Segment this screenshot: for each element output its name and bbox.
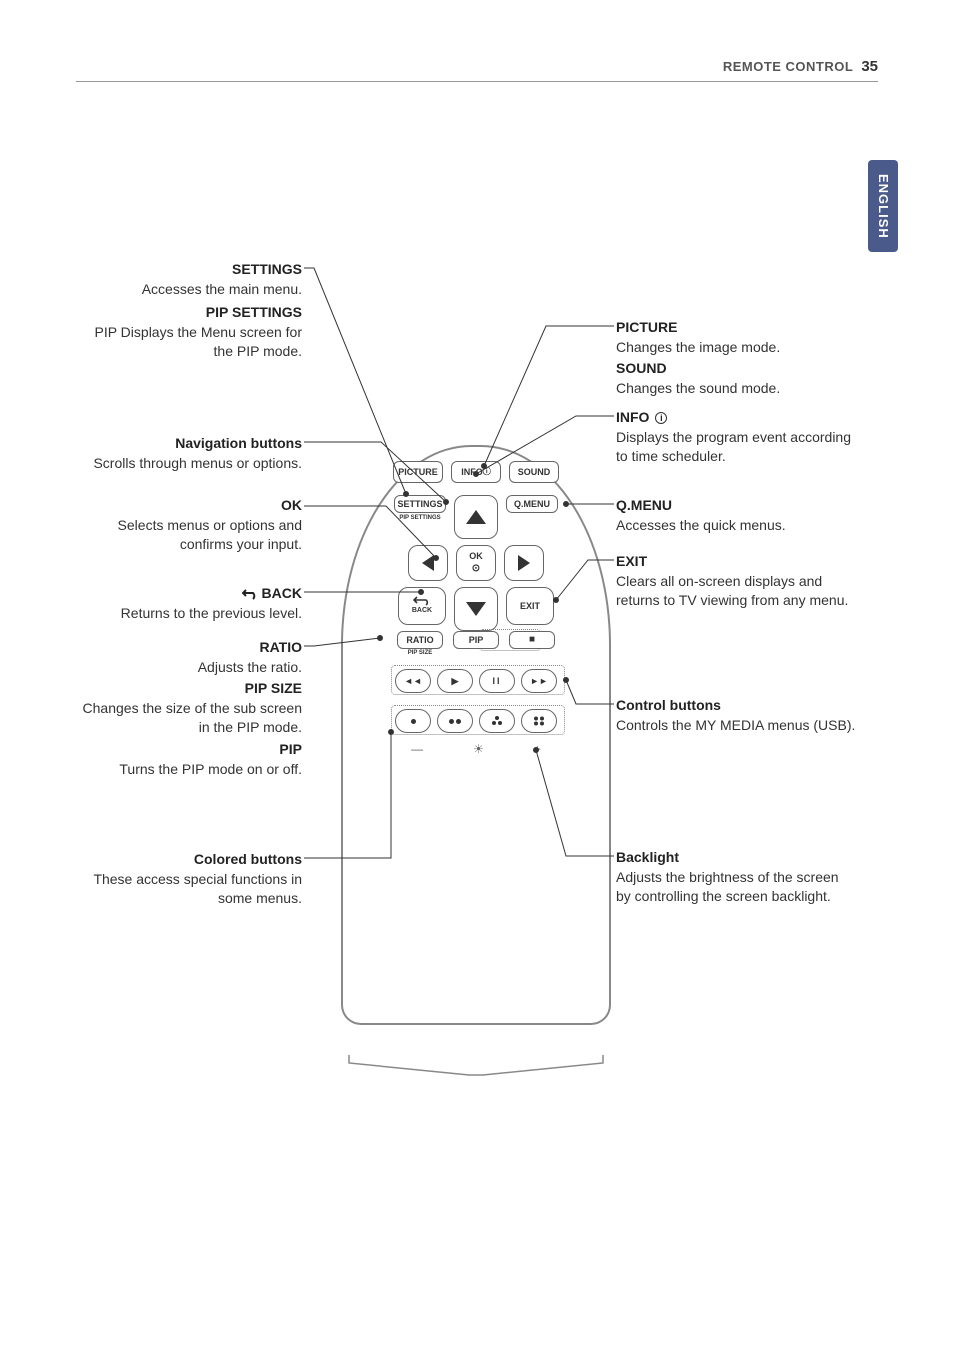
backlight-indicators: — ☀ + [343,741,609,758]
blue-button [521,709,557,733]
ratio-desc: Adjusts the ratio. [76,658,302,678]
exit-label: EXIT [616,552,856,572]
arrow-right-icon [518,555,530,571]
pip-size-label: PIP SIZE [76,679,302,699]
arrow-left-icon [422,555,434,571]
back-desc: Returns to the previous level. [76,604,302,624]
remote-row-3: OK ⊙ [343,545,609,581]
back-arrow-icon [242,588,258,600]
pip-desc: Turns the PIP mode on or off. [76,760,302,780]
yellow-button [479,709,515,733]
arrow-down-icon [466,602,486,616]
red-button [395,709,431,733]
language-tab: ENGLISH [868,160,898,252]
remote-row-7 [343,709,609,733]
header-section: REMOTE CONTROL [723,58,854,76]
stop-button: ■ [509,631,555,649]
sound-desc: Changes the sound mode. [616,379,856,399]
ok-label: OK [76,496,302,516]
ratio-label: RATIO [76,638,302,658]
back-button: BACK [398,587,446,625]
control-label: Control buttons [616,696,856,716]
remote-row-5: RATIO PIP SIZE PIP ■ [343,631,609,657]
four-dots-icon [533,716,545,726]
nav-desc: Scrolls through menus or options. [76,454,302,474]
remote-body: PICTURE INFOⓘ SOUND SETTINGS PIP SETTING… [341,445,611,1025]
green-button [437,709,473,733]
remote-row-2: SETTINGS PIP SETTINGS Q.MENU [343,495,609,539]
info-label: INFO i [616,408,856,428]
nav-right-button [504,545,544,581]
backlight-label: Backlight [616,848,856,868]
pip-label: PIP [76,740,302,760]
brightness-icon: ☀ [473,741,484,758]
settings-label: SETTINGS [76,260,302,280]
page: REMOTE CONTROL 35 ENGLISH SETTINGS Acces… [0,0,954,1348]
nav-down-button [454,587,498,631]
pip-settings-sublabel: PIP SETTINGS [399,514,440,522]
forward-button: ►► [521,669,557,693]
nav-label: Navigation buttons [76,434,302,454]
info-button: INFOⓘ [451,461,501,483]
pip-button: PIP [453,631,499,649]
colored-desc: These access special functions in some m… [76,870,302,909]
plus-icon: + [534,741,541,758]
colored-label: Colored buttons [76,850,302,870]
picture-desc: Changes the image mode. [616,338,856,358]
pip-size-desc: Changes the size of the sub screen in th… [76,699,302,738]
nav-left-button [408,545,448,581]
control-desc: Controls the MY MEDIA menus (USB). [616,716,856,736]
arrow-up-icon [466,510,486,524]
ok-button: OK ⊙ [456,545,496,581]
remote-bottom-edge [341,1055,611,1095]
info-desc: Displays the program event according to … [616,428,856,467]
picture-label: PICTURE [616,318,856,338]
backlight-desc: Adjusts the brightness of the screen by … [616,868,856,907]
qmenu-desc: Accesses the quick menus. [616,516,856,536]
sound-button: SOUND [509,461,559,483]
play-button: ▶ [437,669,473,693]
sound-label: SOUND [616,359,856,379]
info-icon: i [655,412,667,424]
exit-button: EXIT [506,587,554,625]
pip-settings-desc: PIP Displays the Menu screen for the PIP… [76,323,302,362]
picture-button: PICTURE [393,461,443,483]
ok-desc: Selects menus or options and confirms yo… [76,516,302,555]
back-label: BACK [76,584,302,604]
qmenu-label: Q.MENU [616,496,856,516]
rewind-button: ◄◄ [395,669,431,693]
minus-icon: — [411,741,423,758]
remote-row-4: BACK EXIT [343,587,609,631]
settings-desc: Accesses the main menu. [76,280,302,300]
settings-button: SETTINGS [394,495,446,513]
remote-row-6: ◄◄ ▶ II ►► [343,669,609,693]
back-button-icon [413,596,431,606]
pip-size-sublabel: PIP SIZE [408,649,433,657]
remote-control-diagram: PICTURE INFOⓘ SOUND SETTINGS PIP SETTING… [341,415,611,1115]
qmenu-button: Q.MENU [506,495,558,513]
exit-desc: Clears all on-screen displays and return… [616,572,856,611]
remote-row-1: PICTURE INFOⓘ SOUND [343,461,609,483]
ratio-button: RATIO [397,631,443,649]
nav-up-button [454,495,498,539]
pip-settings-label: PIP SETTINGS [76,303,302,323]
page-header: REMOTE CONTROL 35 [76,56,878,82]
pause-button: II [479,669,515,693]
three-dots-icon [491,716,503,726]
header-page-number: 35 [861,56,878,77]
